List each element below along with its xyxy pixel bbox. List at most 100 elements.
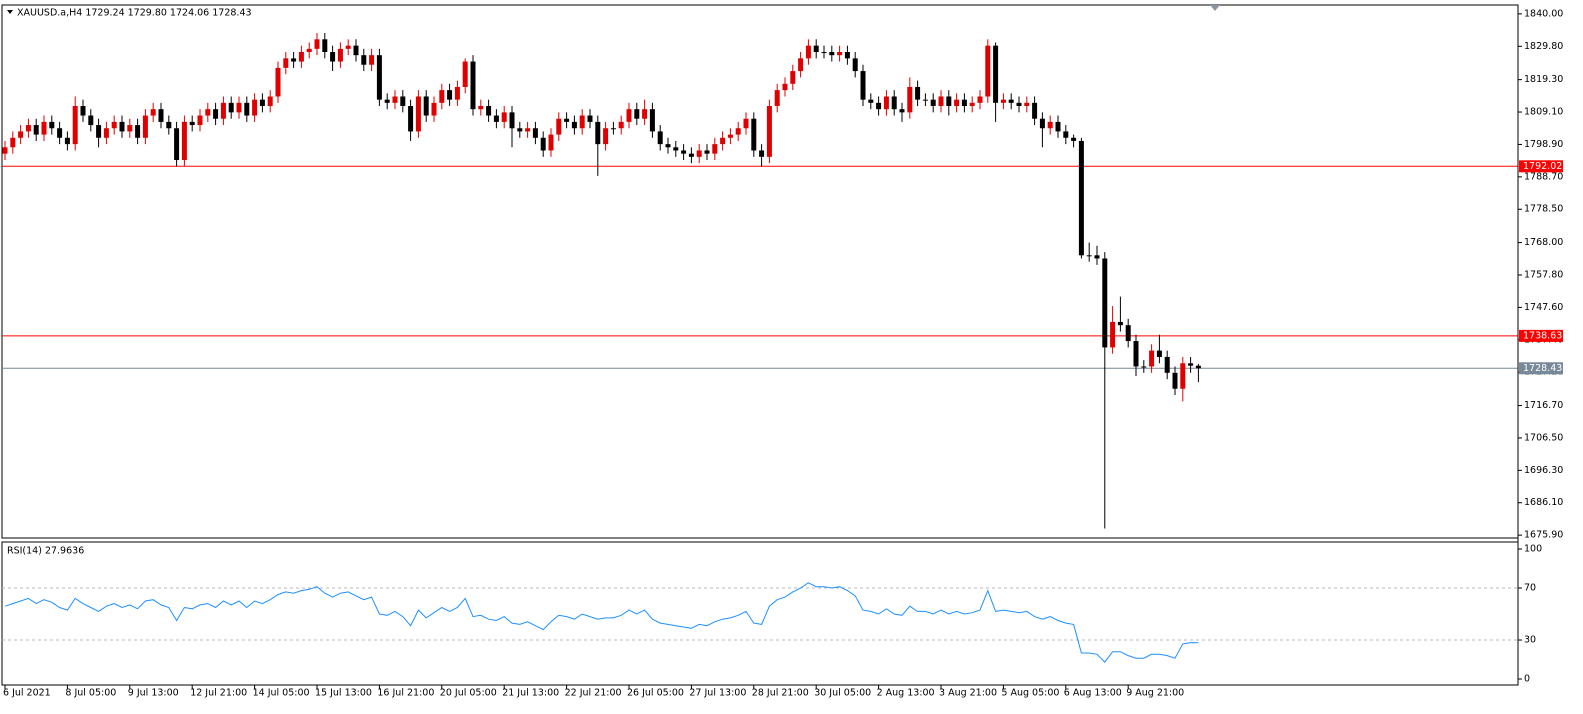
candle-body	[860, 71, 866, 100]
candle-body	[782, 83, 788, 91]
level-price-label: 1792.02	[1523, 161, 1562, 172]
candle-body	[844, 52, 850, 59]
candle-body	[135, 125, 141, 138]
candle-body	[244, 102, 250, 116]
candle-body	[696, 150, 702, 157]
x-tick-label: 22 Jul 21:00	[565, 688, 622, 699]
candle-body	[111, 121, 117, 129]
candle-body	[439, 90, 445, 103]
candle-body	[634, 109, 640, 119]
candle-body	[938, 96, 944, 107]
candle-body	[1195, 365, 1201, 369]
x-tick-label: 9 Jul 13:00	[128, 688, 179, 699]
candle-body	[345, 45, 351, 49]
candle-body	[946, 96, 952, 107]
rsi-panel	[1, 541, 1519, 686]
candle-body	[571, 121, 577, 129]
candle-body	[1149, 350, 1155, 367]
candle-body	[462, 61, 468, 87]
x-tick-label: 26 Jul 05:00	[627, 688, 684, 699]
candle-body	[415, 96, 421, 132]
candle-body	[275, 67, 281, 97]
candle-body	[673, 147, 679, 151]
candle-body	[72, 106, 78, 145]
candle-body	[532, 128, 538, 138]
candle-body	[1024, 102, 1030, 107]
candle-body	[150, 109, 156, 116]
candle-body	[587, 115, 593, 122]
y-tick-label: 1778.50	[1524, 204, 1563, 215]
candle-body	[142, 115, 148, 138]
y-tick-label: 100	[1524, 544, 1542, 555]
x-tick-label: 15 Jul 13:00	[315, 688, 372, 699]
candle-body	[1055, 121, 1061, 132]
y-tick-label: 1809.10	[1524, 107, 1563, 118]
x-tick-label: 14 Jul 05:00	[253, 688, 310, 699]
y-tick-label: 1819.30	[1524, 74, 1563, 85]
chart-shift-marker	[1210, 5, 1220, 11]
x-tick-label: 16 Jul 21:00	[377, 688, 434, 699]
candle-body	[985, 45, 991, 97]
candle-body	[883, 96, 889, 110]
candle-body	[821, 52, 827, 54]
candle-body	[891, 96, 897, 110]
level-price-label: 1738.63	[1523, 330, 1562, 341]
candle-body	[727, 134, 733, 138]
candle-body	[977, 96, 983, 103]
candle-body	[486, 106, 492, 116]
level-price-box	[1519, 362, 1563, 375]
candle-body	[431, 102, 437, 116]
candle-body	[899, 109, 905, 113]
candle-body	[525, 128, 531, 132]
y-tick-label: 1716.70	[1524, 400, 1563, 411]
x-tick-label: 21 Jul 13:00	[502, 688, 559, 699]
x-tick-label: 28 Jul 21:00	[752, 688, 809, 699]
candle-body	[322, 39, 328, 53]
x-tick-label: 5 Aug 05:00	[1001, 688, 1059, 699]
candle-body	[790, 71, 796, 84]
y-tick-label: 1840.00	[1524, 8, 1563, 19]
candle-body	[798, 58, 804, 72]
y-tick-label: 1686.10	[1524, 497, 1563, 508]
candle-body	[252, 99, 258, 116]
candle-body	[610, 128, 616, 130]
rsi-title: RSI(14) 27.9636	[7, 546, 84, 557]
candle-body	[852, 58, 858, 72]
candle-body	[493, 115, 499, 122]
y-tick-label: 1675.90	[1524, 530, 1563, 541]
candle-body	[376, 55, 382, 100]
main-panel	[1, 4, 1519, 539]
candle-body	[181, 121, 187, 161]
y-tick-label: 1757.80	[1524, 269, 1563, 280]
candle-body	[868, 99, 874, 103]
candle-body	[220, 102, 226, 119]
candle-body	[361, 55, 367, 65]
candle-body	[774, 90, 780, 107]
x-tick-label: 30 Jul 05:00	[814, 688, 871, 699]
candle-body	[470, 61, 476, 110]
candle-body	[969, 102, 975, 107]
candle-body	[930, 99, 936, 107]
candle-body	[400, 96, 406, 107]
candle-body	[259, 99, 265, 107]
candle-body	[1180, 363, 1186, 389]
candle-body	[993, 45, 999, 103]
candle-body	[548, 134, 554, 151]
candle-body	[88, 115, 94, 126]
candle-body	[1117, 322, 1123, 326]
candle-body	[1188, 363, 1194, 366]
candle-body	[408, 106, 414, 132]
candle-body	[1102, 258, 1108, 348]
y-tick-label: 1706.50	[1524, 432, 1563, 443]
candle-body	[166, 121, 172, 129]
candle-body	[907, 86, 913, 113]
candle-body	[961, 99, 967, 107]
candle-body	[2, 147, 8, 154]
candle-body	[618, 121, 624, 129]
y-tick-label: 1829.80	[1524, 41, 1563, 52]
candle-body	[33, 125, 39, 135]
candle-body	[369, 55, 375, 65]
x-tick-label: 6 Jul 2021	[3, 688, 51, 699]
candle-body	[41, 121, 47, 135]
candle-body	[766, 106, 772, 157]
